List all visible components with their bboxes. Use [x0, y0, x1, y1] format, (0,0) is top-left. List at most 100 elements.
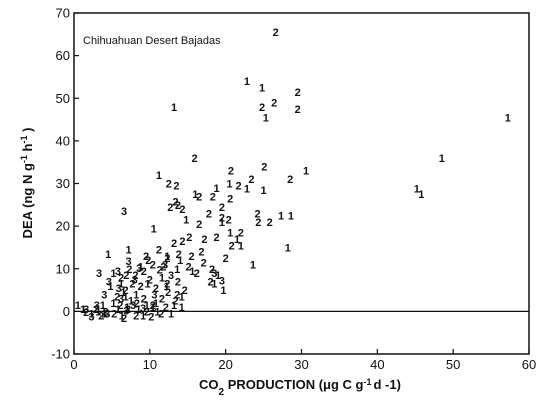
y-axis-title-main: DEA (ng N g [20, 163, 35, 238]
data-point-group-1: 1 [219, 217, 225, 229]
data-point-group-2: 2 [173, 296, 179, 308]
data-point-group-2: 2 [165, 287, 171, 299]
data-point-group-1: 1 [140, 311, 146, 323]
data-point-group-1: 1 [171, 300, 177, 312]
data-point-group-1: 1 [80, 304, 86, 316]
data-point-group-1: 1 [101, 309, 107, 321]
y-tick-label: 0 [63, 304, 70, 319]
data-point-group-2: 2 [228, 166, 234, 178]
data-point-group-2: 2 [144, 306, 150, 318]
y-tick-label: 40 [56, 133, 70, 148]
data-point-group-2: 2 [229, 240, 235, 252]
x-axis-title-middle: PRODUCTION (μg C g [224, 377, 363, 392]
data-point-group-2: 2 [134, 298, 140, 310]
y-tick-label: -10 [51, 347, 70, 362]
data-point-group-1: 1 [414, 184, 420, 196]
x-tick-label: 50 [446, 357, 460, 372]
y-axis-title-superscript-1: -1 [19, 155, 29, 163]
data-point-group-2: 2 [164, 279, 170, 291]
data-point-group-2: 2 [273, 27, 279, 39]
data-point-group-2: 2 [206, 208, 212, 220]
data-point-group-1: 1 [505, 112, 511, 124]
x-tick-label: 0 [70, 357, 77, 372]
data-point-group-3: 3 [88, 311, 94, 323]
y-axis-title: DEA (ng N g-1 h-1 ) [19, 128, 35, 239]
y-tick-label: 20 [56, 219, 70, 234]
data-point-group-1: 1 [179, 302, 185, 314]
data-point-group-1: 1 [214, 183, 220, 195]
data-point-group-2: 2 [209, 264, 215, 276]
data-point-group-2: 2 [129, 279, 135, 291]
data-point-group-1: 1 [174, 264, 180, 276]
x-tick-label: 20 [218, 357, 232, 372]
data-point-group-2: 2 [192, 153, 198, 165]
data-point-group-3: 3 [106, 277, 112, 289]
data-point-group-1: 1 [128, 296, 134, 308]
data-point-group-1: 1 [153, 298, 159, 310]
data-point-group-2: 2 [182, 285, 188, 297]
data-point-group-1: 1 [250, 259, 256, 271]
data-point-group-2: 2 [186, 232, 192, 244]
data-point-group-2: 2 [175, 200, 181, 212]
data-point-group-1: 1 [163, 281, 169, 293]
data-point-group-2: 2 [185, 262, 191, 274]
data-point-group-2: 2 [133, 311, 139, 323]
data-point-group-2: 2 [179, 204, 185, 216]
data-point-group-2: 2 [287, 174, 293, 186]
data-point-group-2: 2 [175, 277, 181, 289]
data-point-group-2: 2 [226, 215, 232, 227]
chart-annotation: Chihuahuan Desert Bajadas [83, 35, 221, 47]
data-point-group-2: 2 [271, 98, 277, 110]
data-point-group-1: 1 [263, 112, 269, 124]
y-tick-label: 30 [56, 176, 70, 191]
data-point-group-2: 2 [132, 270, 138, 282]
data-point-group-2: 2 [159, 294, 165, 306]
x-axis-title-subscript: 2 [219, 387, 225, 398]
y-axis-title-tail: ) [20, 128, 35, 136]
data-point-group-1: 1 [100, 300, 106, 312]
data-point-group-3: 3 [123, 306, 129, 318]
data-point-group-2: 2 [295, 104, 301, 116]
data-point-group-2: 2 [158, 309, 164, 321]
y-tick-label: 50 [56, 91, 70, 106]
data-point-group-2: 2 [148, 311, 154, 323]
data-point-group-2: 2 [114, 291, 120, 303]
data-point-group-2: 2 [176, 249, 182, 261]
data-point-group-1: 1 [126, 245, 132, 257]
data-point-group-2: 2 [196, 191, 202, 203]
data-point-group-1: 1 [119, 311, 125, 323]
data-point-group-1: 1 [226, 179, 232, 191]
data-point-group-3: 3 [94, 300, 100, 312]
data-point-group-2: 2 [123, 270, 129, 282]
data-point-group-2: 2 [198, 247, 204, 259]
data-point-group-2: 2 [150, 300, 156, 312]
data-point-group-2: 2 [227, 193, 233, 205]
data-point-group-1: 1 [244, 76, 250, 88]
y-tick-label: 10 [56, 261, 70, 276]
data-point-group-1: 1 [189, 266, 195, 278]
data-point-group-1: 1 [244, 184, 250, 196]
data-point-group-2: 2 [83, 307, 89, 319]
data-point-group-2: 2 [295, 87, 301, 99]
data-point-group-2: 2 [188, 251, 194, 263]
y-tick-label: 70 [56, 6, 70, 21]
data-point-group-1: 1 [168, 309, 174, 321]
data-point-group-3: 3 [130, 300, 136, 312]
data-point-group-2: 2 [141, 294, 147, 306]
data-point-group-2: 2 [267, 217, 273, 229]
data-point-group-1: 1 [215, 270, 221, 282]
data-point-group-1: 1 [135, 304, 141, 316]
data-point-group-1: 1 [171, 102, 177, 114]
data-point-group-1: 1 [110, 298, 116, 310]
data-point-group-2: 2 [219, 213, 225, 225]
data-point-group-2: 2 [219, 202, 225, 214]
data-point-group-1: 1 [177, 255, 183, 267]
data-point-group-1: 1 [144, 279, 150, 291]
y-tick-label: 60 [56, 48, 70, 63]
data-point-group-1: 1 [95, 306, 101, 318]
data-point-group-2: 2 [174, 289, 180, 301]
data-point-group-2: 2 [118, 272, 124, 284]
data-point-group-1: 1 [105, 249, 111, 261]
data-point-group-2: 2 [138, 281, 144, 293]
data-point-group-3: 3 [132, 274, 138, 286]
